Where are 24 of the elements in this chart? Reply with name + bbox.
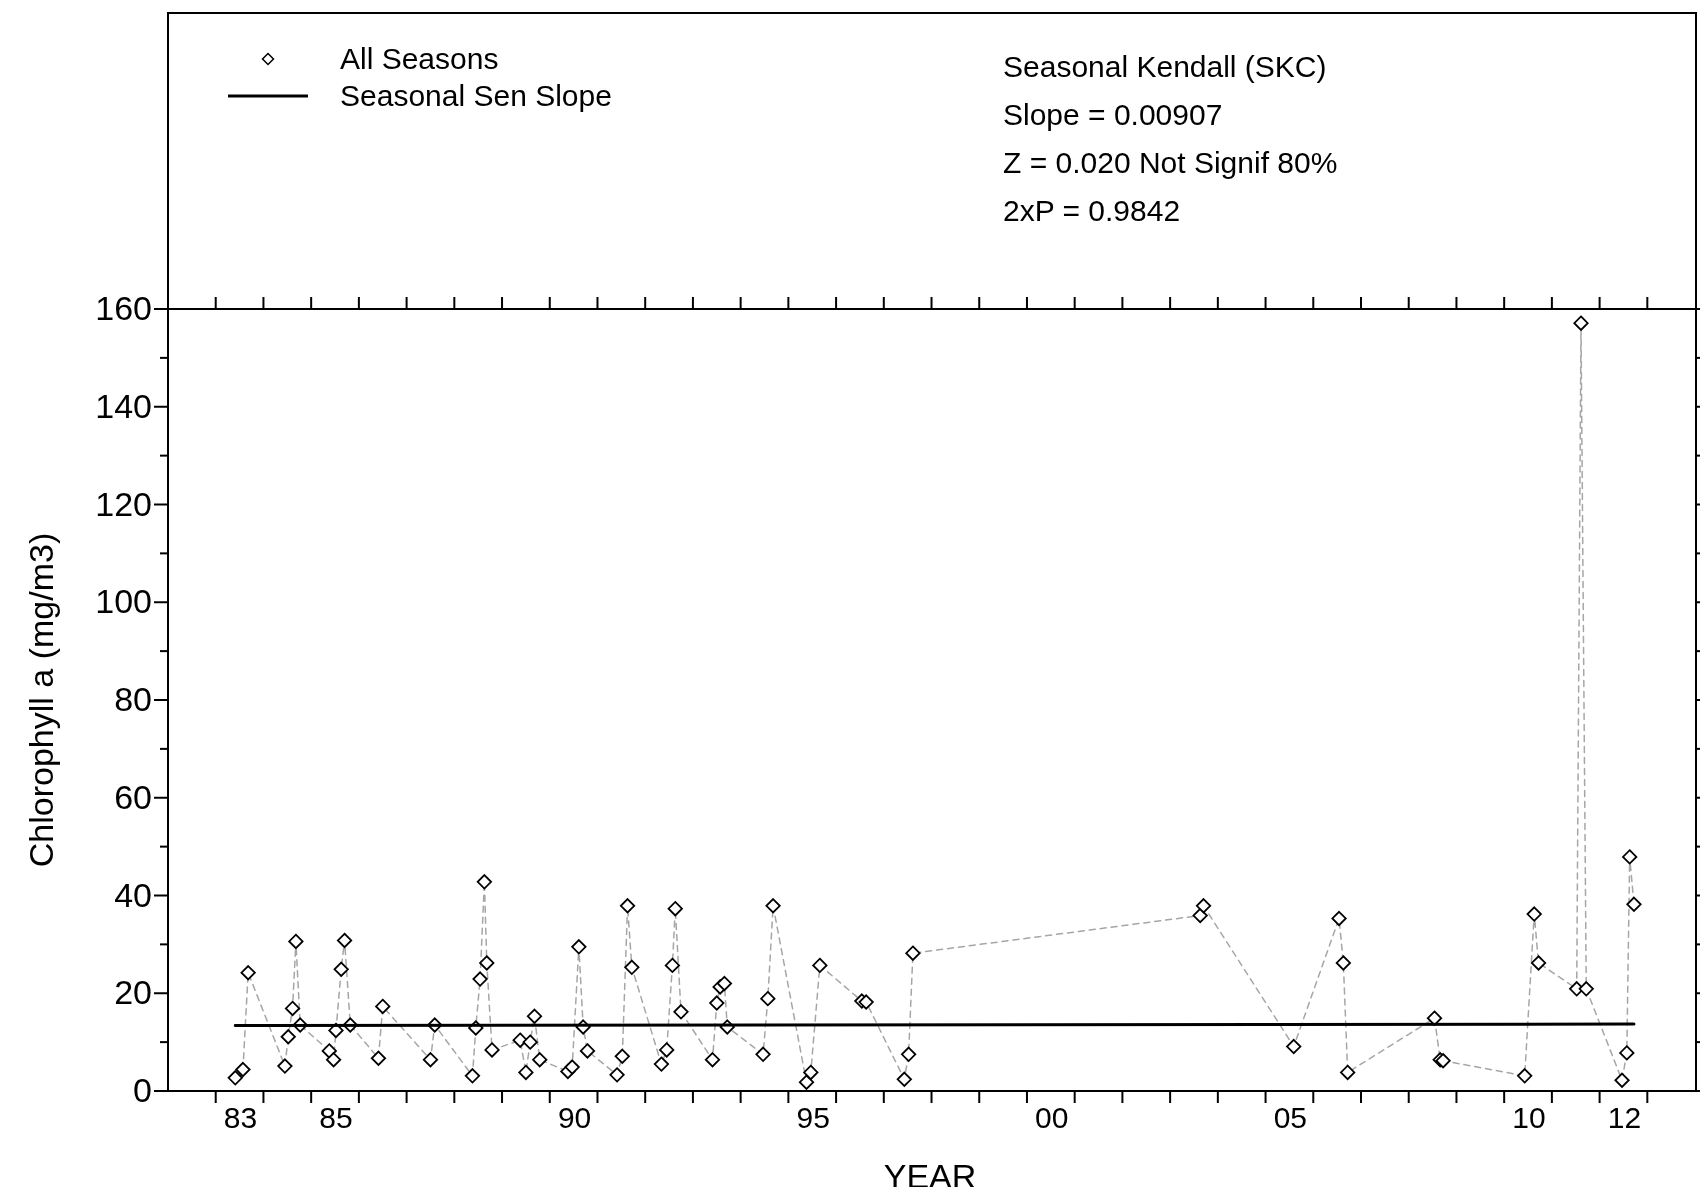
y-tick-label: 80 — [114, 680, 152, 718]
y-tick-label: 140 — [95, 386, 152, 425]
text: Seasonal Kendall (SKC) — [1003, 50, 1327, 83]
y-tick-label: 160 — [95, 289, 152, 327]
legend-label: All Seasons — [340, 42, 499, 75]
text: Z = 0.020 Not Signif 80% — [1003, 146, 1338, 179]
text: 2xP = 0.9842 — [1003, 194, 1181, 227]
x-tick-label: 00 — [1035, 1101, 1069, 1134]
x-tick-label: 85 — [319, 1101, 353, 1134]
legend-label: Seasonal Sen Slope — [340, 79, 612, 112]
y-tick-label: 120 — [95, 484, 152, 523]
y-tick-label: 60 — [114, 777, 152, 816]
y-axis-title: Chlorophyll a (mg/m3) — [22, 532, 60, 868]
y-tick-label: 20 — [114, 973, 152, 1012]
y-tick-label: 0 — [133, 1071, 152, 1109]
x-tick-label: 83 — [223, 1101, 258, 1134]
y-tick-label: 100 — [95, 582, 152, 621]
text: Slope = 0.00907 — [1003, 98, 1223, 131]
x-tick-label: 90 — [557, 1101, 592, 1134]
x-tick-label: 95 — [796, 1101, 830, 1134]
y-tick-label: 40 — [114, 875, 152, 914]
x-tick-label: 10 — [1512, 1101, 1546, 1134]
x-tick-label: 12 — [1607, 1101, 1642, 1134]
x-tick-label: 05 — [1273, 1101, 1308, 1134]
